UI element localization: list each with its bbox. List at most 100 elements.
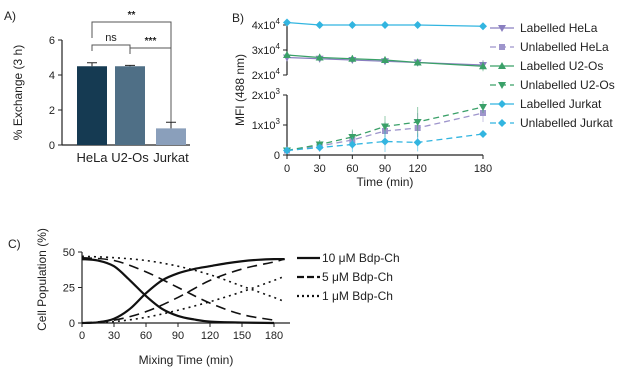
- data-point: [348, 54, 357, 62]
- y-axis-title: Cell Population (%): [35, 228, 49, 331]
- data-point: [479, 104, 487, 111]
- curve-1-1: [81, 258, 285, 324]
- data-point: [413, 119, 422, 126]
- series-line-3: [286, 106, 484, 152]
- data-point: [381, 123, 389, 131]
- lower-y-tick-label-base: 1x10: [252, 120, 276, 132]
- curve-0-0: [81, 258, 275, 325]
- series-line-2: [286, 54, 484, 67]
- x-tick-label: 120: [201, 330, 219, 342]
- y-tick-label: 6: [49, 35, 55, 47]
- x-tick-label: 30: [314, 163, 326, 175]
- y-tick-label: 25: [63, 283, 75, 295]
- bar-hela: [77, 66, 107, 145]
- data-point: [479, 62, 487, 70]
- lower-y-tick-label: 2x103: [252, 87, 281, 102]
- x-tick-label: 150: [233, 330, 251, 342]
- panel-c-simulation-chart: 0 25 50 0 30 60 90 120 150 180 Mixing Time (min) Ce…: [35, 228, 400, 367]
- curve-0-1: [81, 257, 285, 325]
- data-point: [315, 53, 324, 61]
- upper-y-tick-label: 2x104: [252, 67, 281, 82]
- curve-2-0: [81, 255, 285, 303]
- lower-y-tick-label: 0: [274, 150, 280, 162]
- series-line-4: [286, 21, 484, 27]
- data-point: [348, 140, 357, 149]
- legend-entry: 5 μM Bdp-Ch: [322, 270, 393, 284]
- y-axis-title: MFI (488 nm): [233, 54, 247, 126]
- x-category-label: Jurkat: [153, 150, 189, 165]
- x-tick-label: 0: [284, 163, 290, 175]
- data-point: [315, 143, 324, 152]
- significance-label: **: [128, 10, 136, 21]
- x-category-label: HeLa: [76, 150, 108, 165]
- x-axis-title: Time (min): [357, 175, 414, 189]
- series-line-1: [286, 112, 484, 152]
- lower-y-tick-label-exp: 3: [276, 117, 281, 126]
- bar-u2-os: [115, 66, 145, 145]
- legend-entry: Labelled U2-Os: [520, 59, 603, 73]
- legend-marker: [498, 25, 506, 32]
- x-axis-title: Mixing Time (min): [139, 353, 234, 367]
- data-point: [348, 21, 357, 29]
- data-point: [283, 18, 291, 27]
- data-point: [479, 22, 487, 31]
- x-tick-label: 180: [474, 163, 492, 175]
- legend-entry: Labelled HeLa: [520, 21, 598, 35]
- legend-marker: [498, 119, 506, 127]
- data-point: [413, 138, 422, 147]
- lower-y-tick-label-base: 0: [274, 150, 280, 162]
- x-tick-label: 90: [172, 330, 184, 342]
- legend-entry: Unlabelled Jurkat: [520, 116, 613, 130]
- y-tick-label: 4: [49, 70, 55, 82]
- data-point: [381, 21, 389, 29]
- series-line-5: [286, 133, 484, 152]
- significance-bracket: [91, 21, 172, 122]
- x-tick-label: 60: [140, 330, 152, 342]
- upper-y-tick-label-base: 2x10: [252, 70, 276, 82]
- bar-jurkat: [156, 128, 186, 145]
- y-axis-title: % Exchange (3 h): [11, 45, 25, 140]
- curve-1-0: [81, 256, 275, 321]
- x-category-label: U2-Os: [111, 150, 149, 165]
- upper-y-tick-label: 4x104: [252, 17, 281, 32]
- legend-marker: [498, 100, 506, 108]
- legend-marker: [498, 82, 506, 89]
- legend-entry: Labelled Jurkat: [520, 97, 602, 111]
- data-point: [413, 58, 422, 66]
- panel-b-label: B): [232, 11, 244, 25]
- legend-entry: 10 μM Bdp-Ch: [322, 251, 400, 265]
- data-point: [479, 130, 487, 138]
- x-tick-label: 0: [79, 330, 85, 342]
- lower-y-tick-label-base: 2x10: [252, 90, 276, 102]
- data-point: [315, 21, 324, 29]
- y-tick-label: 50: [63, 247, 75, 259]
- x-tick-label: 180: [265, 330, 283, 342]
- lower-y-tick-label-exp: 3: [276, 87, 281, 96]
- upper-y-tick-label-exp: 4: [276, 42, 281, 51]
- legend-marker: [498, 62, 506, 69]
- significance-bracket: [91, 44, 131, 53]
- y-tick-label: 0: [69, 318, 75, 330]
- x-tick-label: 90: [379, 163, 391, 175]
- curve-2-1: [81, 275, 285, 324]
- upper-y-tick-label-exp: 4: [276, 17, 281, 26]
- legend-marker: [499, 44, 505, 50]
- legend-entry: 1 μM Bdp-Ch: [322, 289, 393, 303]
- significance-label: ***: [145, 36, 157, 47]
- significance-label: ns: [105, 32, 117, 44]
- x-tick-label: 60: [346, 163, 358, 175]
- upper-y-tick-label: 3x104: [252, 42, 281, 57]
- data-point: [283, 51, 291, 58]
- upper-y-tick-label-base: 3x10: [252, 45, 276, 57]
- panel-a-label: A): [4, 9, 16, 23]
- data-point: [413, 21, 422, 29]
- legend-entry: Unlabelled U2-Os: [520, 78, 615, 92]
- x-tick-label: 30: [108, 330, 120, 342]
- y-tick-label: 2: [49, 105, 55, 117]
- legend-entry: Unlabelled HeLa: [520, 40, 609, 54]
- y-tick-label: 0: [49, 140, 55, 152]
- data-point: [381, 137, 389, 146]
